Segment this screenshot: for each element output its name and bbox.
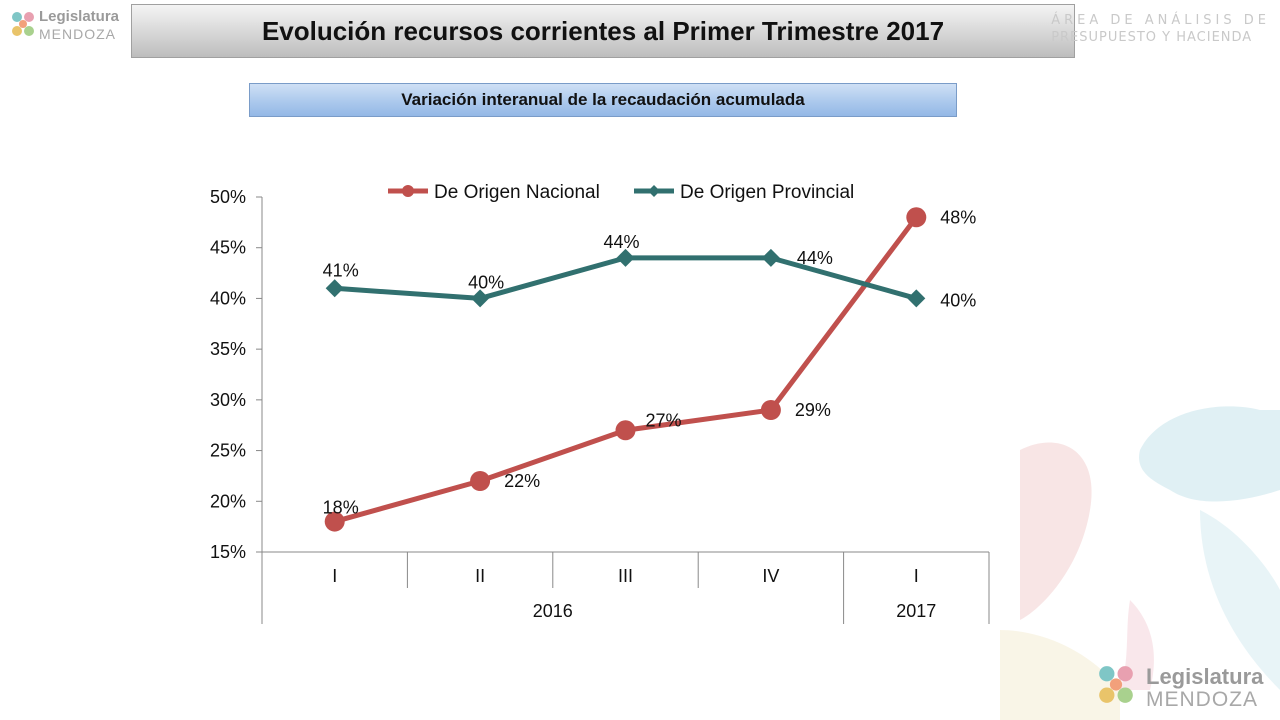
chart-legend: De Origen Nacional De Origen Provincial: [388, 182, 854, 203]
department-line1: ÁREA DE ANÁLISIS DE: [1051, 13, 1270, 28]
logo-line2: MENDOZA: [39, 26, 116, 42]
data-point-provincial: [616, 248, 635, 267]
logo-line1: Legislatura: [39, 8, 120, 25]
y-tick-label: 45%: [210, 238, 246, 258]
data-point-provincial: [907, 289, 926, 308]
y-tick-label: 20%: [210, 491, 246, 511]
data-point-nacional: [470, 471, 491, 491]
logo-mark-icon: [12, 12, 34, 36]
data-label: 29%: [795, 400, 831, 420]
x-tick-label: I: [914, 566, 919, 586]
y-tick-label: 40%: [210, 288, 246, 308]
legislatura-logo: Legislatura MENDOZA: [6, 6, 124, 46]
department-label: ÁREA DE ANÁLISIS DE PRESUPUESTO Y HACIEN…: [1051, 12, 1270, 46]
logo-mark-icon: [1099, 666, 1133, 703]
logo-line2: MENDOZA: [1146, 688, 1258, 711]
data-point-nacional: [324, 511, 345, 532]
data-point-nacional: [760, 400, 781, 420]
y-tick-label: 30%: [210, 390, 246, 410]
data-label: 44%: [603, 232, 639, 252]
legislatura-logo-bottom: Legislatura MENDOZA: [1090, 658, 1266, 718]
data-point-provincial: [761, 248, 780, 267]
y-tick-label: 15%: [210, 542, 246, 562]
data-label: 40%: [940, 290, 976, 310]
chart-series: 18% 22% 27% 29% 48% 41% 40% 44% 44% 40%: [323, 207, 976, 532]
data-point-provincial: [471, 289, 490, 308]
y-tick-label: 35%: [210, 339, 246, 359]
data-label: 27%: [645, 410, 681, 430]
x-tick-label: IV: [762, 566, 779, 586]
x-group-label: 2016: [533, 601, 573, 621]
logo-line1: Legislatura: [1146, 664, 1264, 689]
chart-subtitle: Variación interanual de la recaudación a…: [401, 90, 805, 109]
legend-label: De Origen Nacional: [434, 182, 600, 203]
department-line2: PRESUPUESTO Y HACIENDA: [1051, 30, 1253, 45]
legend-marker-circle: [402, 185, 414, 197]
data-label: 41%: [323, 260, 359, 280]
legend-provincial: De Origen Provincial: [634, 182, 854, 203]
data-point-nacional: [906, 207, 927, 228]
x-tick-label: III: [618, 566, 633, 586]
data-point-nacional: [615, 420, 636, 441]
title-bar: Evolución recursos corrientes al Primer …: [131, 4, 1075, 58]
page-title: Evolución recursos corrientes al Primer …: [261, 15, 945, 46]
legend-label: De Origen Provincial: [680, 182, 854, 203]
data-label: 22%: [504, 471, 540, 491]
background-decoration: [1000, 406, 1280, 720]
subtitle-box: Variación interanual de la recaudación a…: [249, 83, 957, 117]
y-tick-label: 25%: [210, 441, 246, 461]
y-tick-label: 50%: [210, 187, 246, 207]
data-label: 48%: [940, 207, 976, 227]
data-label: 40%: [468, 272, 504, 292]
x-group-label: 2017: [896, 601, 936, 621]
data-label: 18%: [323, 498, 359, 518]
legend-marker-diamond: [648, 185, 660, 197]
data-label: 44%: [797, 248, 833, 268]
legend-nacional: De Origen Nacional: [388, 182, 600, 203]
x-tick-label: I: [332, 566, 337, 586]
x-tick-label: II: [475, 566, 485, 586]
data-point-provincial: [325, 279, 344, 298]
